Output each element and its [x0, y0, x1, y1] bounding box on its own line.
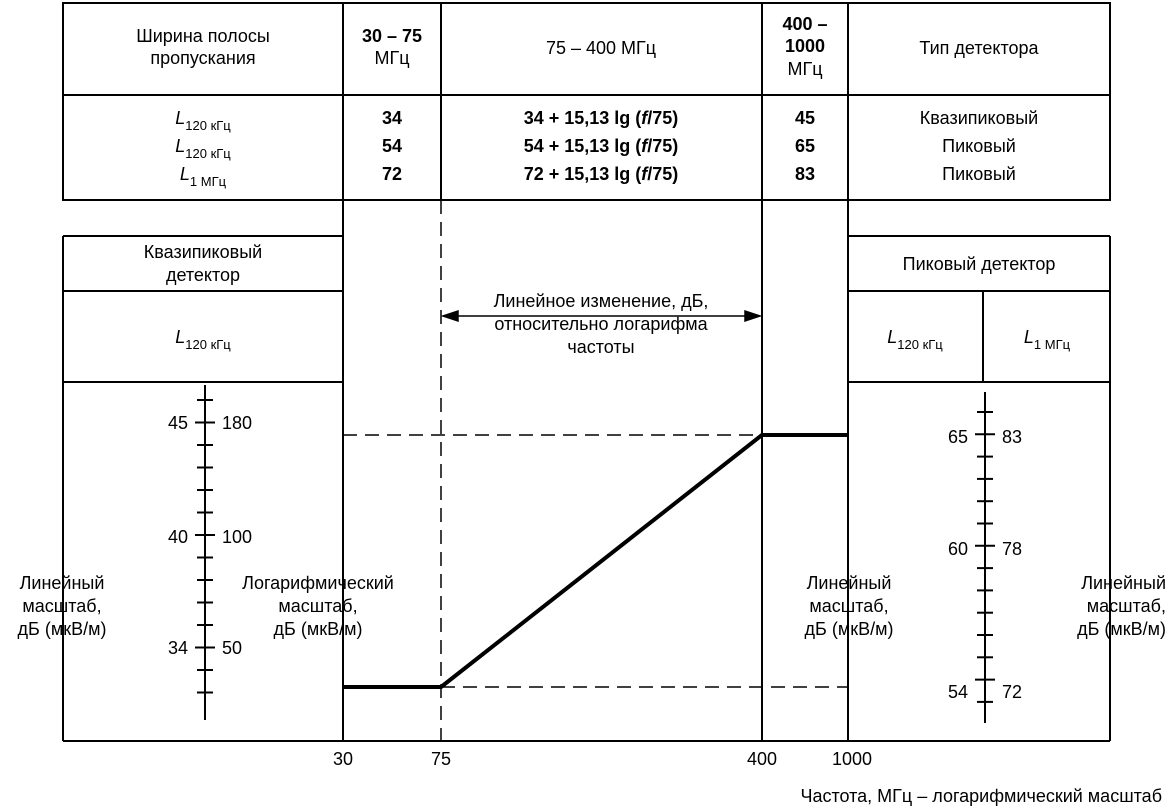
- row-value-400-1000: 45: [795, 108, 815, 128]
- freq-tick-label: 30: [333, 749, 353, 769]
- linear-scale-label-right: масштаб,: [1087, 596, 1166, 616]
- left-panel-title-line2: детектор: [166, 265, 240, 285]
- freq-tick-label: 75: [431, 749, 451, 769]
- row-value-400-1000: 83: [795, 164, 815, 184]
- left-scale: [195, 385, 215, 720]
- freq-tick-label: 400: [747, 749, 777, 769]
- linear-scale-label-left: дБ (мкВ/м): [18, 619, 107, 639]
- left-scale-uv-label: 180: [222, 413, 252, 433]
- row-formula: 34 + 15,13 lg (f/75): [524, 108, 679, 128]
- row-value-400-1000: 65: [795, 136, 815, 156]
- limits-table: [62, 2, 1111, 201]
- row-value-30-75: 72: [382, 164, 402, 184]
- linear-scale-label-right: дБ (мкВ/м): [1077, 619, 1166, 639]
- header-range3-line1: 400 –: [782, 14, 827, 34]
- header-range3-line2: 1000: [785, 36, 825, 56]
- header-bandwidth-line2: пропускания: [150, 48, 255, 68]
- table-border: [62, 2, 1111, 201]
- header-bandwidth-line1: Ширина полосы: [136, 26, 270, 46]
- row-bandwidth-label: L120 кГц: [175, 108, 231, 133]
- table-row: L120 кГц 34 34 + 15,13 lg (f/75) 45 Кваз…: [175, 108, 1038, 133]
- header-range3-line3: МГц: [787, 59, 822, 79]
- linear-scale-label-left: масштаб,: [22, 596, 101, 616]
- row-value-30-75: 34: [382, 108, 402, 128]
- left-scale-db-label: 40: [168, 527, 188, 547]
- center-note-line3: частоты: [567, 337, 634, 357]
- right-panel-title: Пиковый детектор: [903, 254, 1056, 274]
- right-panel-col2: L1 МГц: [1024, 327, 1071, 352]
- center-note-line1: Линейное изменение, дБ,: [494, 291, 709, 311]
- linear-scale-label-right: Линейный: [1081, 573, 1166, 593]
- header-range1-line1: 30 – 75: [362, 26, 422, 46]
- row-bandwidth-label: L120 кГц: [175, 136, 231, 161]
- left-scale-db-label: 45: [168, 413, 188, 433]
- limit-curve: [343, 433, 848, 689]
- right-scale: [975, 392, 995, 723]
- linear-scale-label-left: Линейный: [20, 573, 105, 593]
- left-scale-uv-label: 50: [222, 638, 242, 658]
- row-detector: Пиковый: [942, 164, 1016, 184]
- left-scale-db-label: 34: [168, 638, 188, 658]
- freq-tick-label: 1000: [832, 749, 872, 769]
- row-formula: 72 + 15,13 lg (f/75): [524, 164, 679, 184]
- dashed-guides: [343, 200, 848, 741]
- linear-scale-label-inner: дБ (мкВ/м): [805, 619, 894, 639]
- frequency-axis-title: Частота, МГц – логарифмический масштаб: [800, 786, 1162, 806]
- diagram-frame: [62, 200, 1111, 742]
- header-range2: 75 – 400 МГц: [546, 38, 656, 58]
- log-scale-label: масштаб,: [278, 596, 357, 616]
- right-scale-db-label: 60: [948, 539, 968, 559]
- right-scale-uv-label: 83: [1002, 427, 1022, 447]
- double-arrow-icon: [440, 309, 763, 323]
- left-panel-bandwidth: L120 кГц: [175, 327, 231, 352]
- row-detector: Квазипиковый: [920, 108, 1038, 128]
- right-scale-db-label: 54: [948, 682, 968, 702]
- right-scale-uv-label: 78: [1002, 539, 1022, 559]
- right-panel-col1: L120 кГц: [887, 327, 943, 352]
- row-detector: Пиковый: [942, 136, 1016, 156]
- row-value-30-75: 54: [382, 136, 402, 156]
- right-scale-uv-label: 72: [1002, 682, 1022, 702]
- center-note-line2: относительно логарифма: [494, 314, 708, 334]
- left-scale-uv-label: 100: [222, 527, 252, 547]
- right-scale-db-label: 65: [948, 427, 968, 447]
- row-bandwidth-label: L1 МГц: [180, 164, 227, 189]
- linear-scale-label-inner: масштаб,: [809, 596, 888, 616]
- log-scale-label: Логарифмический: [242, 573, 394, 593]
- linear-scale-label-inner: Линейный: [807, 573, 892, 593]
- header-detector-type: Тип детектора: [919, 38, 1039, 58]
- left-panel-title-line1: Квазипиковый: [144, 242, 262, 262]
- table-row: L1 МГц 72 72 + 15,13 lg (f/75) 83 Пиковы…: [180, 164, 1016, 189]
- row-formula: 54 + 15,13 lg (f/75): [524, 136, 679, 156]
- table-row: L120 кГц 54 54 + 15,13 lg (f/75) 65 Пико…: [175, 136, 1016, 161]
- header-range1-line2: МГц: [374, 48, 409, 68]
- log-scale-label: дБ (мкВ/м): [274, 619, 363, 639]
